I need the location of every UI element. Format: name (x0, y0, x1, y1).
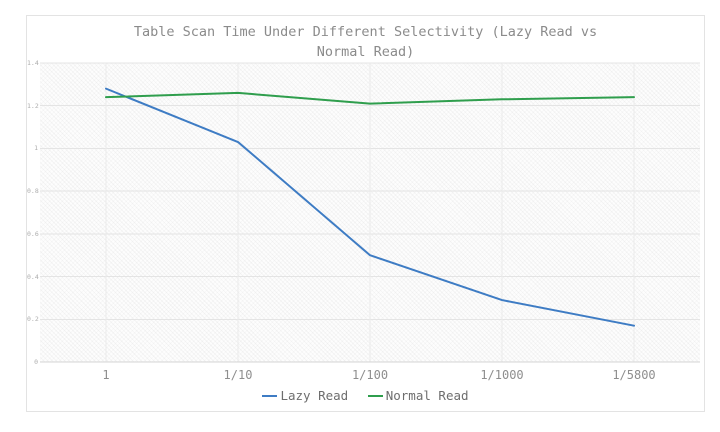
line-chart-canvas (40, 62, 700, 363)
chart-legend: Lazy Read Normal Read (27, 388, 704, 403)
legend-label-lazy-read: Lazy Read (280, 388, 349, 403)
legend-label-normal-read: Normal Read (385, 388, 469, 403)
x-tick-label: 1/5800 (612, 368, 656, 382)
lazy-read-line-swatch (262, 394, 278, 397)
x-tick-label: 1/100 (351, 368, 389, 382)
normal-read-line-swatch (367, 394, 383, 397)
y-tick-label: 1.4 (27, 59, 39, 67)
chart-title-line-1: Table Scan Time Under Different Selectiv… (133, 24, 598, 40)
series-line-lazy-read (105, 87, 635, 327)
y-tick-label: 0.8 (27, 187, 39, 196)
x-tick-label: 1 (102, 368, 110, 382)
legend-item-normal-read: Normal Read (367, 388, 469, 403)
y-tick-label: 0.2 (27, 315, 39, 324)
y-tick-label: 0 (34, 358, 38, 366)
y-tick-label: 1 (34, 144, 38, 153)
chart-title: Table Scan Time Under Different Selectiv… (27, 22, 704, 62)
y-tick-label: 1.2 (27, 101, 39, 110)
legend-item-lazy-read: Lazy Read (262, 388, 348, 403)
y-tick-label: 0.4 (27, 272, 39, 281)
chart-title-line-2: Normal Read) (316, 44, 415, 60)
y-tick-label: 0.6 (27, 229, 39, 238)
x-tick-label: 1/1000 (480, 368, 524, 382)
series-line-normal-read (105, 91, 635, 105)
x-tick-label: 1/10 (223, 368, 253, 382)
chart-card: Table Scan Time Under Different Selectiv… (26, 15, 705, 412)
